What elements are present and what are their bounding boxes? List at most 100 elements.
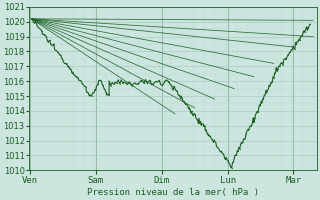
Point [282,57,287,61]
Point [151,82,156,85]
Point [61,61,66,64]
Point [37,27,42,30]
Point [89,94,94,97]
Point [132,81,138,84]
Point [202,124,207,127]
Point [84,86,89,89]
Point [219,150,224,153]
Point [267,84,272,87]
Point [148,79,153,82]
Point [57,53,62,57]
Point [63,62,68,65]
Point [242,138,247,141]
Point [300,30,306,34]
Point [166,80,171,83]
Point [43,34,48,37]
Point [216,147,221,150]
Point [168,83,173,87]
Point [111,83,116,86]
Point [270,80,275,83]
Point [170,87,175,90]
Point [228,166,234,169]
Point [273,71,278,75]
Point [240,140,245,143]
Point [297,39,302,42]
Point [97,79,102,82]
Point [222,156,227,160]
Point [47,39,52,42]
Point [260,97,265,101]
Point [252,117,257,120]
Point [277,65,282,68]
Point [145,82,150,85]
Point [302,31,308,34]
Point [205,133,211,136]
Point [225,158,230,162]
Point [167,80,172,84]
Point [31,20,36,24]
Point [53,49,58,52]
Point [175,89,180,92]
Point [231,160,236,164]
Point [183,102,188,105]
Point [271,76,276,80]
Point [45,40,50,43]
Point [141,82,147,85]
Point [59,57,64,60]
Point [82,84,87,88]
Point [94,85,99,88]
Point [204,128,209,131]
Point [284,57,289,60]
Point [51,42,56,45]
Point [259,100,264,103]
Point [285,53,291,56]
Point [139,79,144,82]
Point [289,48,294,51]
Point [194,117,199,120]
Point [252,118,257,121]
Point [250,121,255,125]
Point [262,94,267,97]
Point [55,51,60,54]
Point [224,156,229,159]
Point [200,122,205,125]
Point [263,89,268,92]
Point [173,88,178,92]
Point [214,145,219,148]
Point [186,107,191,110]
Point [234,153,239,157]
Point [76,76,81,79]
Point [33,20,38,24]
Point [35,25,40,28]
Point [208,134,213,138]
Point [69,71,75,75]
Point [107,93,112,96]
Point [265,88,270,91]
Point [41,32,46,36]
Point [236,150,241,153]
Point [227,162,232,165]
Point [308,23,313,26]
Point [87,93,92,96]
Point [114,82,119,85]
Point [209,138,214,141]
Point [172,85,177,88]
Point [160,84,165,87]
Point [126,81,132,84]
Point [117,82,122,85]
Point [211,140,216,144]
Point [212,140,218,143]
Point [306,26,311,29]
Point [102,87,107,91]
Point [287,51,292,54]
Point [257,103,262,106]
Point [296,40,301,43]
Point [275,67,280,70]
Point [217,149,222,152]
Point [100,84,105,87]
Point [39,29,44,32]
Point [79,82,84,85]
Point [135,82,140,85]
Point [268,82,273,85]
Point [245,128,250,131]
